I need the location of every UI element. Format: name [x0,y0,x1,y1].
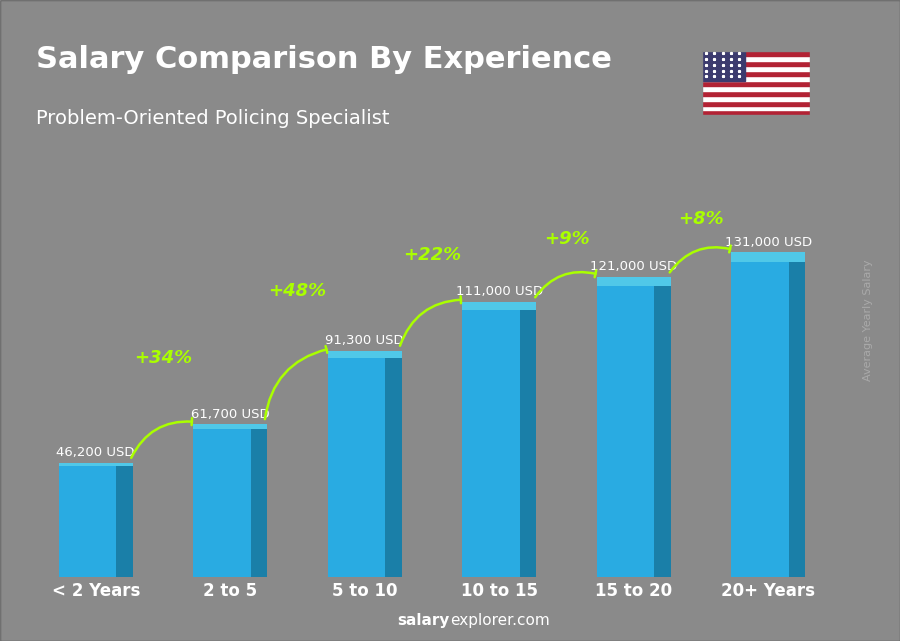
Bar [597,277,670,287]
Bar [702,76,810,81]
Bar [385,351,401,578]
Text: Salary Comparison By Experience: Salary Comparison By Experience [36,45,612,74]
Text: 61,700 USD: 61,700 USD [191,408,269,420]
Bar [520,302,536,578]
Bar [732,253,806,262]
Text: salary: salary [398,613,450,628]
Text: +9%: +9% [544,230,590,249]
Bar [702,106,810,110]
Bar [463,302,536,310]
Bar [702,51,810,56]
Bar [789,253,806,578]
Text: 46,200 USD: 46,200 USD [57,446,135,459]
Bar [328,351,401,358]
Bar [116,463,132,578]
Bar [251,424,267,578]
Bar [463,302,536,578]
Bar [654,277,670,578]
Text: +48%: +48% [268,282,327,300]
Text: explorer.com: explorer.com [450,613,550,628]
Bar [702,66,810,71]
Text: +22%: +22% [403,246,461,265]
Bar [732,253,806,578]
Bar [702,51,745,81]
Bar [702,110,810,115]
Bar [58,463,132,578]
Text: +34%: +34% [134,349,192,367]
Bar [58,463,132,466]
Bar [702,86,810,91]
Bar [597,277,670,578]
Bar [702,96,810,101]
Bar [702,71,810,76]
Text: 91,300 USD: 91,300 USD [326,334,404,347]
Bar [702,56,810,61]
Bar [702,101,810,106]
Bar [702,91,810,96]
Bar [702,81,810,86]
Text: Problem-Oriented Policing Specialist: Problem-Oriented Policing Specialist [36,109,390,128]
Text: 131,000 USD: 131,000 USD [724,236,812,249]
Text: +8%: +8% [679,210,724,228]
Text: Average Yearly Salary: Average Yearly Salary [863,260,873,381]
Bar [702,61,810,66]
Bar [194,424,267,429]
Bar [328,351,401,578]
Text: 111,000 USD: 111,000 USD [455,285,543,298]
Bar [194,424,267,578]
Text: 121,000 USD: 121,000 USD [590,260,678,274]
